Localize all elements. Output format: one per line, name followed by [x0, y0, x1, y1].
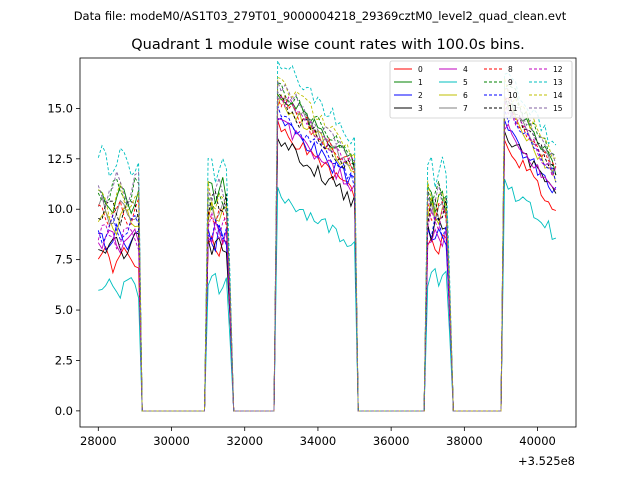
y-tick-label: 15.0: [47, 101, 73, 115]
y-axis: 0.0 2.5 5.0 7.5 10.0 12.5 15.0: [47, 101, 80, 418]
legend-label-11: 11: [508, 104, 518, 113]
chart-supertitle: Data file: modeM0/AS1T03_279T01_90000042…: [74, 9, 567, 23]
legend-label-8: 8: [508, 65, 513, 74]
legend-label-0: 0: [418, 65, 423, 74]
y-tick-label: 2.5: [55, 353, 73, 367]
legend-label-12: 12: [553, 65, 563, 74]
x-tick-label: 36000: [373, 434, 410, 448]
legend-label-9: 9: [508, 78, 513, 87]
axes-frame: [79, 57, 577, 428]
legend-label-5: 5: [463, 78, 468, 87]
legend-label-2: 2: [418, 91, 423, 100]
legend-label-3: 3: [418, 104, 423, 113]
x-tick-label: 32000: [226, 434, 263, 448]
series-line-15: [97, 80, 557, 412]
plot-area: 28000 30000 32000 34000 36000 38000 40000 0.0 2…: [47, 57, 577, 468]
x-tick-label: 30000: [153, 434, 190, 448]
x-offset-label: +3.525e8: [518, 454, 575, 468]
x-tick-label: 38000: [446, 434, 483, 448]
chart-title: Quadrant 1 module wise count rates with …: [131, 37, 525, 53]
legend-label-6: 6: [463, 91, 468, 100]
series-layer: [97, 60, 557, 412]
legend-label-14: 14: [553, 91, 563, 100]
x-axis: 28000 30000 32000 34000 36000 38000 40000: [80, 427, 556, 448]
y-tick-label: 7.5: [55, 253, 73, 267]
y-tick-label: 5.0: [55, 303, 73, 317]
legend-box: [389, 60, 573, 119]
legend-label-1: 1: [418, 78, 423, 87]
x-tick-label: 28000: [80, 434, 117, 448]
legend-label-13: 13: [553, 78, 563, 87]
x-tick-label: 34000: [300, 434, 337, 448]
legend-label-4: 4: [463, 65, 468, 74]
x-tick-label: 40000: [519, 434, 556, 448]
legend-label-7: 7: [463, 104, 468, 113]
legend-label-10: 10: [508, 91, 518, 100]
y-tick-label: 10.0: [47, 202, 73, 216]
legend-label-15: 15: [553, 104, 563, 113]
y-tick-label: 0.0: [55, 404, 73, 418]
y-tick-label: 12.5: [47, 152, 73, 166]
